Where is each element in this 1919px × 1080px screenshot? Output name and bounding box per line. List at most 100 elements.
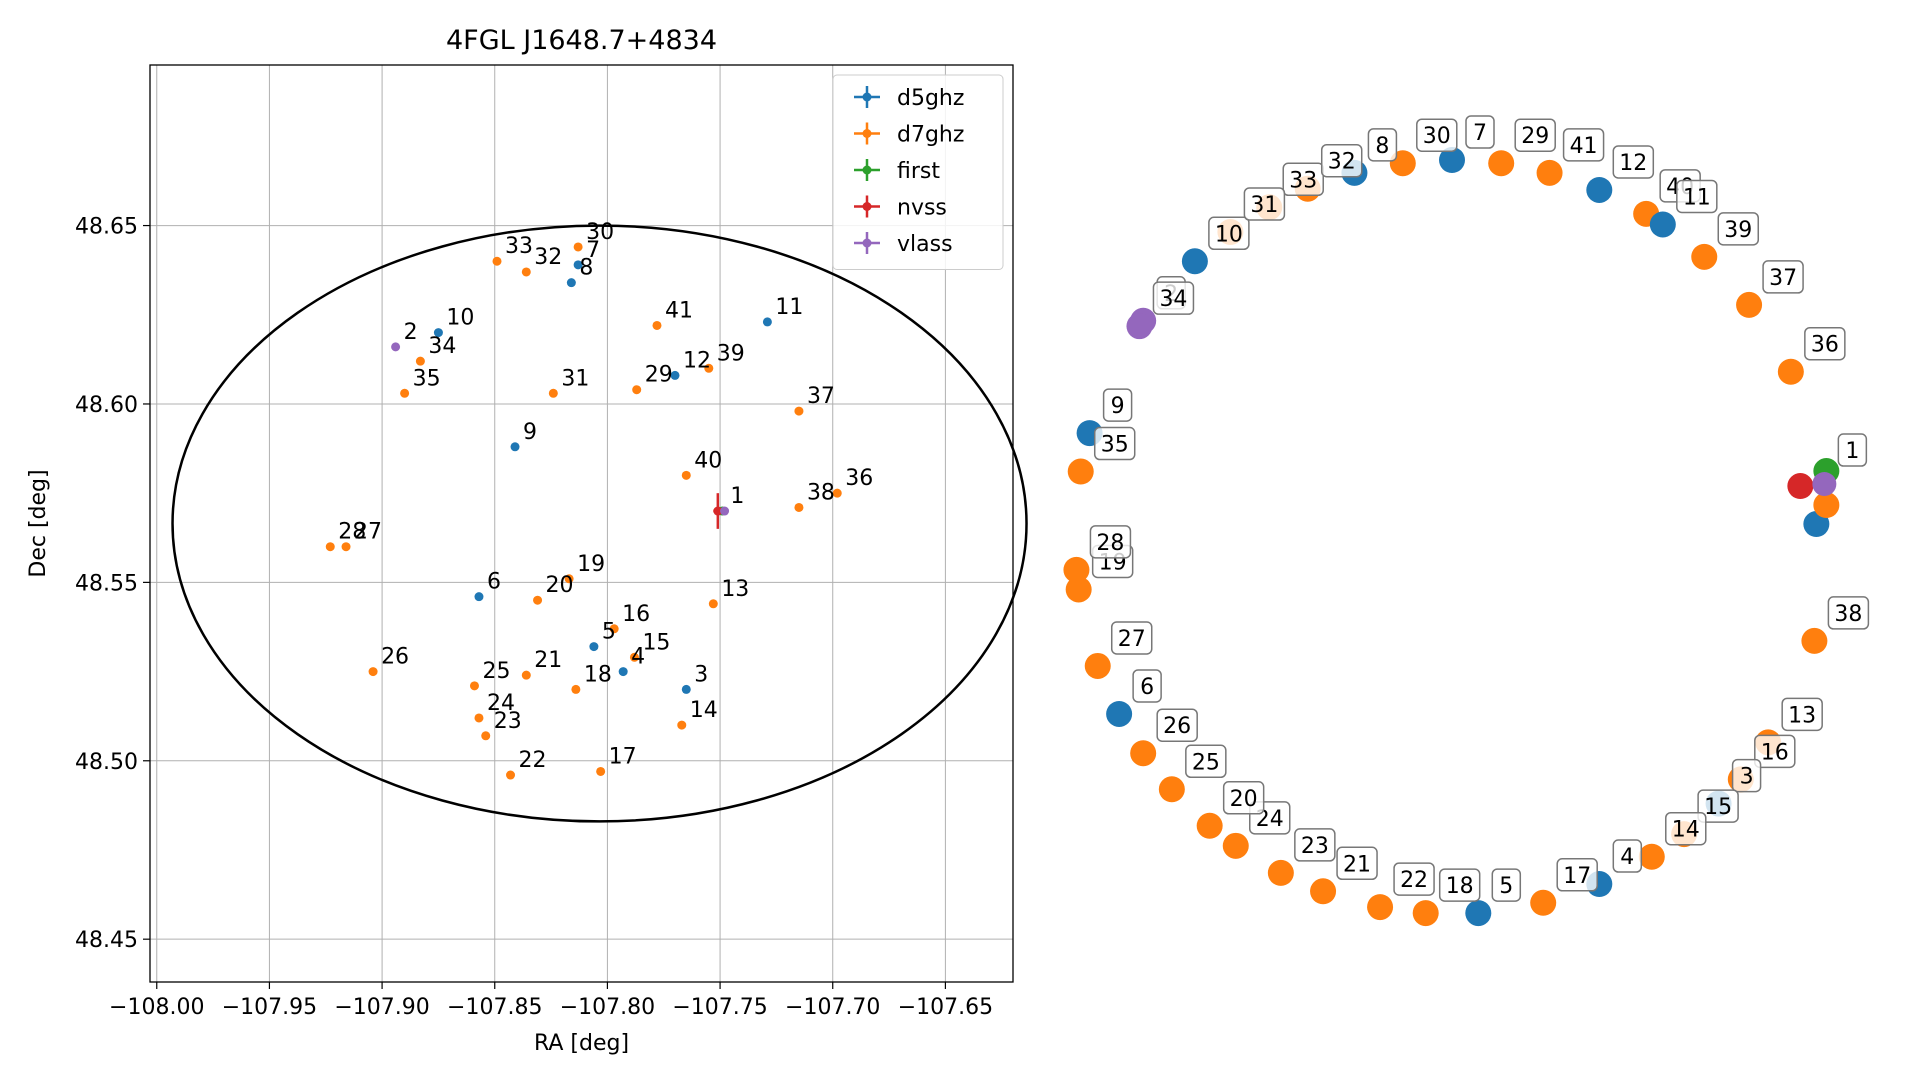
data-point-d7ghz-16 <box>609 624 619 634</box>
ring-point-d7ghz-29 <box>1488 150 1515 177</box>
ring-label-box: 14 <box>1665 811 1707 846</box>
ring-label-text: 33 <box>1289 168 1317 193</box>
axis-ticks: −108.00 −107.95 −107.90 −107.85 −107.80 −107.… <box>75 215 993 1020</box>
ring-label-frame <box>1717 212 1760 246</box>
ring-label-box: 41 <box>1562 128 1605 162</box>
ring-label-frame <box>1156 708 1198 742</box>
data-point-d7ghz-33 <box>492 256 502 266</box>
x-tick-label: −107.65 <box>898 995 993 1020</box>
ring-label-text: 30 <box>1423 124 1451 149</box>
data-point-d7ghz-34 <box>415 356 425 366</box>
point-label: 2 <box>404 320 418 345</box>
legend-marker-dot <box>862 238 872 248</box>
ring-label-frame <box>1282 162 1324 197</box>
ring-label-frame <box>1152 281 1195 315</box>
point-label: 22 <box>519 748 547 773</box>
ring-label-text: 12 <box>1619 151 1647 176</box>
point-label: 41 <box>665 298 693 323</box>
point-label: 37 <box>807 384 835 409</box>
ring-label-box: 13 <box>1781 697 1823 732</box>
ring-label-box: 6 <box>1132 669 1162 703</box>
right-ring-plot: 3332830729411240113937361381316315144175… <box>1063 115 1870 927</box>
ring-label-box: 10 <box>1208 216 1250 251</box>
point-label: 15 <box>642 630 670 655</box>
ring-label-box: 17 <box>1556 858 1598 892</box>
data-point-vlass-2 <box>391 342 401 352</box>
x-tick-label: −107.70 <box>785 995 880 1020</box>
ring-label-box: 20 <box>1222 781 1265 815</box>
ring-label-box: 11 <box>1676 179 1718 214</box>
ring-point-d7ghz-38 <box>1801 627 1828 654</box>
ring-label-text: 7 <box>1473 121 1487 146</box>
data-point-d7ghz-41 <box>652 320 662 330</box>
legend-entry-first: first <box>897 159 940 184</box>
ring-label-text: 29 <box>1521 124 1549 149</box>
point-label: 34 <box>428 334 456 359</box>
legend-marker-dot <box>862 129 872 138</box>
point-label: 5 <box>602 620 616 645</box>
point-label: 3 <box>694 662 708 687</box>
plot-frame <box>149 64 1014 983</box>
point-label: 40 <box>694 448 722 473</box>
ring-label-box: 25 <box>1185 744 1227 779</box>
ring-point-d7ghz-1 <box>1813 492 1840 519</box>
ring-label-box: 31 <box>1243 187 1286 221</box>
point-label: 38 <box>807 480 835 505</box>
point-label: 30 <box>586 220 614 245</box>
ring-label-text: 4 <box>1620 845 1634 870</box>
point-label: 6 <box>487 570 501 595</box>
ring-label-text: 39 <box>1724 218 1752 243</box>
data-point-d5ghz-8 <box>566 278 576 288</box>
legend-box <box>832 74 1004 270</box>
ring-point-d7ghz-25 <box>1158 776 1185 803</box>
ring-point-d7ghz-22 <box>1367 894 1394 921</box>
data-point-d7ghz-13 <box>708 599 718 609</box>
ring-label-frame <box>1102 388 1133 422</box>
data-point-vlass-1 <box>720 506 730 516</box>
data-point-d7ghz-24 <box>474 713 484 723</box>
ring-point-nvss-1 <box>1787 473 1814 500</box>
ring-label-frame <box>1562 128 1605 162</box>
ring-point-d7ghz-17 <box>1530 889 1557 916</box>
ring-label-box: 18 <box>1438 868 1481 902</box>
ring-label-box: 3 <box>1731 758 1762 793</box>
point-label: 27 <box>354 520 382 545</box>
ring-label-frame <box>1132 669 1162 703</box>
y-tick-label: 48.50 <box>75 750 138 775</box>
ring-point-d5ghz-10 <box>1181 248 1208 275</box>
ring-label-frame <box>1089 525 1132 559</box>
chart-title: 4FGL J1648.7+4834 <box>446 25 717 56</box>
point-label: 9 <box>523 420 537 445</box>
point-label: 33 <box>505 234 533 259</box>
error-ellipse-group <box>171 224 1028 823</box>
legend-marker-dot <box>862 202 872 211</box>
point-label: 20 <box>546 573 574 598</box>
data-point-nvss-1 <box>713 506 723 516</box>
data-point-d5ghz-6 <box>474 592 484 602</box>
x-tick-label: −108.00 <box>109 995 204 1020</box>
ring-label-box: 33 <box>1282 162 1324 197</box>
point-label: 29 <box>645 363 673 388</box>
point-label: 26 <box>381 645 409 670</box>
ring-point-d7ghz-21 <box>1310 878 1337 905</box>
ring-label-text: 23 <box>1301 834 1329 859</box>
ring-label-text: 28 <box>1096 531 1124 556</box>
ring-label-box: 38 <box>1827 596 1870 630</box>
ring-label-frame <box>1804 326 1846 361</box>
data-points <box>325 242 842 780</box>
ring-point-vlass-1 <box>1812 472 1837 497</box>
ring-label-text: 38 <box>1834 602 1862 627</box>
data-point-d7ghz-28 <box>325 542 335 552</box>
point-label: 18 <box>584 662 612 687</box>
ring-label-text: 14 <box>1672 818 1700 843</box>
point-label: 25 <box>482 659 510 684</box>
ring-label-frame <box>1185 744 1227 779</box>
point-label: 19 <box>577 552 605 577</box>
data-point-d7ghz-32 <box>521 267 531 277</box>
data-point-d7ghz-39 <box>704 363 714 373</box>
data-point-d7ghz-18 <box>571 684 581 694</box>
ring-label-frame <box>1243 187 1286 221</box>
ring-label-frame <box>1754 734 1796 769</box>
